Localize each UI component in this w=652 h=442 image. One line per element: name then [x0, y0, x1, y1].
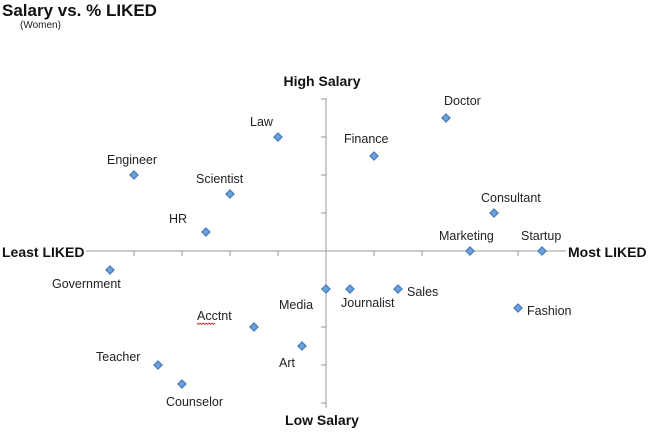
point-label-media: Media: [279, 298, 313, 312]
point-label-marketing: Marketing: [439, 229, 494, 243]
point-marker-marketing: [465, 246, 475, 256]
point-marker-media: [321, 284, 331, 294]
point-label-sales: Sales: [407, 285, 438, 299]
point-marker-art: [297, 341, 307, 351]
point-label-doctor: Doctor: [444, 94, 481, 108]
point-marker-sales: [393, 284, 403, 294]
point-label-law: Law: [250, 115, 274, 129]
point-marker-finance: [369, 151, 379, 161]
point-label-counselor: Counselor: [166, 395, 223, 409]
point-marker-counselor: [177, 379, 187, 389]
point-label-engineer: Engineer: [107, 153, 157, 167]
x-axis-negative-label: Least LIKED: [2, 244, 84, 260]
point-marker-law: [273, 132, 283, 142]
spellcheck-underline: [196, 322, 216, 326]
point-marker-fashion: [513, 303, 523, 313]
point-label-acctnt: Acctnt: [197, 309, 232, 323]
point-label-scientist: Scientist: [196, 172, 244, 186]
x-axis-positive-label: Most LIKED: [568, 244, 647, 260]
y-axis-negative-label: Low Salary: [285, 412, 359, 428]
point-marker-acctnt: [249, 322, 259, 332]
chart-title: Salary vs. % LIKED: [2, 1, 157, 20]
point-marker-startup: [537, 246, 547, 256]
data-points: Doctor Law Finance Engineer Scientist Consult…: [52, 94, 572, 409]
point-marker-consultant: [489, 208, 499, 218]
point-label-finance: Finance: [344, 132, 389, 146]
point-label-consultant: Consultant: [481, 191, 541, 205]
point-marker-government: [105, 265, 115, 275]
point-marker-teacher: [153, 360, 163, 370]
point-label-fashion: Fashion: [527, 304, 572, 318]
point-marker-doctor: [441, 113, 451, 123]
point-label-startup: Startup: [521, 229, 561, 243]
point-label-hr: HR: [169, 212, 187, 226]
point-label-teacher: Teacher: [96, 350, 140, 364]
axes: [86, 98, 566, 408]
point-marker-scientist: [225, 189, 235, 199]
chart-subtitle: (Women): [20, 20, 61, 31]
y-axis-positive-label: High Salary: [283, 73, 360, 89]
point-label-government: Government: [52, 277, 121, 291]
point-label-journalist: Journalist: [341, 296, 395, 310]
point-marker-journalist: [345, 284, 355, 294]
point-marker-engineer: [129, 170, 139, 180]
point-label-art: Art: [279, 356, 296, 370]
point-marker-hr: [201, 227, 211, 237]
